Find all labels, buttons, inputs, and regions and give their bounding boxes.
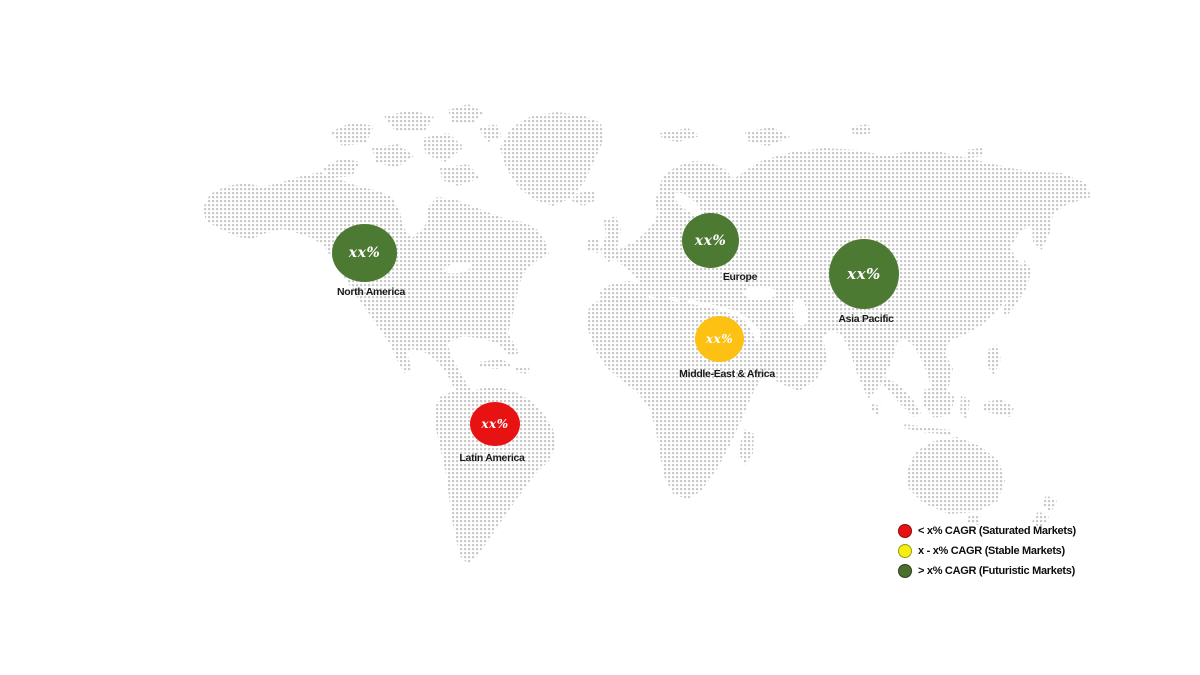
legend-label: > x% CAGR (Futuristic Markets) [918,565,1075,577]
bubble-latin-america: xx% [470,402,520,446]
bubble-value: xx% [348,245,381,261]
bubble-europe: xx% [682,213,739,268]
legend-dot-green-icon [898,564,912,578]
continents [203,104,1091,564]
legend-item-stable: x - x% CAGR (Stable Markets) [898,541,1076,561]
region-label-europe: Europe [722,271,758,283]
bubble-asia-pacific: xx% [829,239,899,309]
region-label-middle-east-africa: Middle-East & Africa [679,368,775,380]
bubble-value: xx% [694,232,727,249]
bubble-north-america: xx% [332,224,397,282]
sea-overlays [401,192,808,326]
bubble-value: xx% [481,417,509,431]
legend: < x% CAGR (Saturated Markets) x - x% CAG… [898,521,1076,581]
legend-item-saturated: < x% CAGR (Saturated Markets) [898,521,1076,541]
bubble-value: xx% [847,264,881,283]
region-label-north-america: North America [336,286,406,298]
region-label-latin-america: Latin America [459,452,525,464]
region-label-asia-pacific: Asia Pacific [838,313,894,325]
bubble-value: xx% [705,332,734,346]
bubble-middle-east-africa: xx% [695,316,744,362]
legend-item-futuristic: > x% CAGR (Futuristic Markets) [898,561,1076,581]
legend-label: x - x% CAGR (Stable Markets) [918,545,1065,557]
legend-dot-red-icon [898,524,912,538]
legend-dot-yellow-icon [898,544,912,558]
legend-label: < x% CAGR (Saturated Markets) [918,525,1076,537]
